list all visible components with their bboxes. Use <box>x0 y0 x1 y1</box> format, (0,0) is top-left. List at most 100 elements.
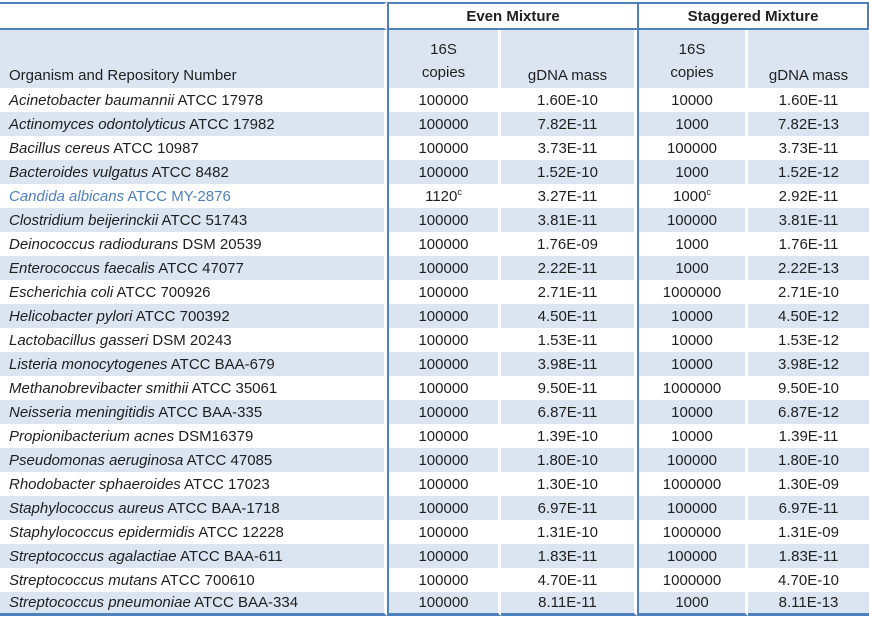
staggered-16s-copies-cell: 10000 <box>637 400 748 424</box>
mock-community-table: Even Mixture Staggered Mixture Organism … <box>0 2 869 616</box>
staggered-16s-copies-cell: 1000 <box>637 160 748 184</box>
organism-cell: Pseudomonas aeruginosa ATCC 47085 <box>0 448 387 472</box>
staggered-16s-copies-cell: 10000 <box>637 328 748 352</box>
even-16s-copies-cell: 100000 <box>387 160 501 184</box>
even-16s-copies-cell: 100000 <box>387 520 501 544</box>
species-name: Staphylococcus aureus <box>9 499 165 517</box>
organism-cell: Escherichia coli ATCC 700926 <box>0 280 387 304</box>
table-row: Staphylococcus epidermidis ATCC 12228 100… <box>0 520 869 544</box>
organism-cell: Methanobrevibacter smithii ATCC 35061 <box>0 376 387 400</box>
staggered-gdna-mass-cell: 3.98E-12 <box>748 352 869 376</box>
even-16s-copies-cell: 100000 <box>387 208 501 232</box>
even-gdna-mass-cell: 1.31E-10 <box>501 520 637 544</box>
organism-cell: Streptococcus mutans ATCC 700610 <box>0 568 387 592</box>
table-row: Deinococcus radiodurans DSM 20539 100000 1… <box>0 232 869 256</box>
staggered-16s-copies-cell: 1000 <box>637 112 748 136</box>
group-header-even-mixture: Even Mixture <box>387 2 637 30</box>
table-row: Staphylococcus aureus ATCC BAA-1718 10000… <box>0 496 869 520</box>
organism-cell: Enterococcus faecalis ATCC 47077 <box>0 256 387 280</box>
organism-cell: Actinomyces odontolyticus ATCC 17982 <box>0 112 387 136</box>
even-gdna-mass-cell: 1.53E-11 <box>501 328 637 352</box>
staggered-16s-copies-cell: 100000 <box>637 544 748 568</box>
even-16s-copies-cell: 100000 <box>387 256 501 280</box>
staggered-gdna-mass-cell: 1.60E-11 <box>778 91 839 109</box>
staggered-16s-copies-cell: 100000 <box>637 496 748 520</box>
column-header-row: Organism and Repository Number 16S copie… <box>0 30 869 88</box>
staggered-gdna-mass-cell: 6.97E-11 <box>748 496 869 520</box>
species-name: Propionibacterium acnes <box>9 427 175 445</box>
table-row: Neisseria meningitidis ATCC BAA-335 10000… <box>0 400 869 424</box>
organism-cell: Clostridium beijerinckii ATCC 51743 <box>0 208 387 232</box>
organism-cell: Listeria monocytogenes ATCC BAA-679 <box>0 352 387 376</box>
even-16s-copies-cell: 1120c <box>387 184 501 208</box>
table-row: Streptococcus mutans ATCC 700610 100000 4.… <box>0 568 869 592</box>
species-name: Deinococcus radiodurans <box>9 235 179 253</box>
table-row: Bacillus cereus ATCC 10987 100000 3.73E-11… <box>0 136 869 160</box>
staggered-16s-copies-cell: 1000c <box>637 184 748 208</box>
organism-cell: Propionibacterium acnes DSM16379 <box>0 424 387 448</box>
table-row: Actinomyces odontolyticus ATCC 17982 1000… <box>0 112 869 136</box>
staggered-gdna-mass-cell: 2.22E-13 <box>748 256 869 280</box>
species-name: Actinomyces odontolyticus <box>9 115 186 133</box>
species-name: Enterococcus faecalis <box>9 259 155 277</box>
even-16s-copies-cell: 100000 <box>387 424 501 448</box>
table-row: Candida albicans ATCC MY-2876 1120c 3.27E-… <box>0 184 869 208</box>
even-16s-copies-cell: 100000 <box>387 304 501 328</box>
even-gdna-mass-cell: 1.39E-10 <box>501 424 637 448</box>
even-gdna-mass-cell: 1.52E-10 <box>501 160 637 184</box>
staggered-gdna-mass-cell: 6.87E-12 <box>748 400 869 424</box>
even-16s-copies-cell: 100000 <box>387 448 501 472</box>
staggered-gdna-mass-cell: 2.92E-11 <box>778 187 839 205</box>
staggered-gdna-mass-cell: 1.76E-11 <box>778 235 839 253</box>
organism-cell: Streptococcus pneumoniae ATCC BAA-334 <box>0 592 387 616</box>
even-16s-copies-cell: 100000 <box>387 232 501 256</box>
table-row: Lactobacillus gasseri DSM 20243 100000 1.5… <box>0 328 869 352</box>
staggered-16s-copies-cell: 1000 <box>637 592 748 616</box>
even-16s-copies-cell: 100000 <box>387 136 501 160</box>
species-name: Lactobacillus gasseri <box>9 331 149 349</box>
organism-cell: Helicobacter pylori ATCC 700392 <box>0 304 387 328</box>
species-name: Neisseria meningitidis <box>9 403 155 421</box>
staggered-gdna-mass-cell: 7.82E-13 <box>748 112 869 136</box>
species-name: Streptococcus agalactiae <box>9 547 177 565</box>
species-name: Streptococcus mutans <box>9 571 158 589</box>
staggered-16s-copies-cell: 1000000 <box>637 376 748 400</box>
even-gdna-mass-cell: 3.81E-11 <box>501 208 637 232</box>
organism-cell: Deinococcus radiodurans DSM 20539 <box>0 232 387 256</box>
organism-cell: Staphylococcus epidermidis ATCC 12228 <box>0 520 387 544</box>
even-16s-copies-cell: 100000 <box>387 568 501 592</box>
organism-cell: Bacillus cereus ATCC 10987 <box>0 136 387 160</box>
even-gdna-mass-cell: 4.70E-11 <box>501 568 637 592</box>
table-row: Acinetobacter baumannii ATCC 17978 100000… <box>0 88 869 112</box>
even-16s-copies-cell: 100000 <box>387 544 501 568</box>
species-name: Pseudomonas aeruginosa <box>9 451 184 469</box>
even-gdna-mass-cell: 1.83E-11 <box>501 544 637 568</box>
group-header-staggered-mixture: Staggered Mixture <box>637 2 869 30</box>
staggered-gdna-mass-cell: 3.81E-11 <box>748 208 869 232</box>
species-name: Methanobrevibacter smithii <box>9 379 189 397</box>
footnote-marker: c <box>706 186 711 197</box>
staggered-16s-copies-cell: 10000 <box>637 424 748 448</box>
staggered-16s-copies-cell: 1000000 <box>637 520 748 544</box>
organism-cell: Neisseria meningitidis ATCC BAA-335 <box>0 400 387 424</box>
even-16s-copies-cell: 100000 <box>387 112 501 136</box>
staggered-gdna-mass-cell: 1.39E-11 <box>778 427 839 445</box>
staggered-16s-copies-cell: 1000000 <box>637 472 748 496</box>
staggered-16s-copies-cell: 1000 <box>637 232 748 256</box>
even-16s-copies-cell: 100000 <box>387 376 501 400</box>
table-row: Streptococcus pneumoniae ATCC BAA-334 100… <box>0 592 869 616</box>
table-row: Helicobacter pylori ATCC 700392 100000 4.5… <box>0 304 869 328</box>
staggered-16s-copies-cell: 10000 <box>637 352 748 376</box>
staggered-gdna-mass-cell: 3.73E-11 <box>778 139 839 157</box>
column-header-staggered-16s-copies: 16S copies <box>637 30 748 88</box>
even-gdna-mass-cell: 1.60E-10 <box>501 88 637 112</box>
column-header-16s-line2: copies <box>421 63 466 81</box>
organism-cell: Staphylococcus aureus ATCC BAA-1718 <box>0 496 387 520</box>
staggered-16s-copies-cell: 1000000 <box>637 280 748 304</box>
staggered-gdna-mass-cell: 2.71E-10 <box>778 283 839 301</box>
table-row: Pseudomonas aeruginosa ATCC 47085 100000 1… <box>0 448 869 472</box>
species-name: Bacillus cereus <box>9 139 110 157</box>
staggered-gdna-mass-cell: 1.30E-09 <box>778 475 839 493</box>
species-name: Clostridium beijerinckii <box>9 211 159 229</box>
